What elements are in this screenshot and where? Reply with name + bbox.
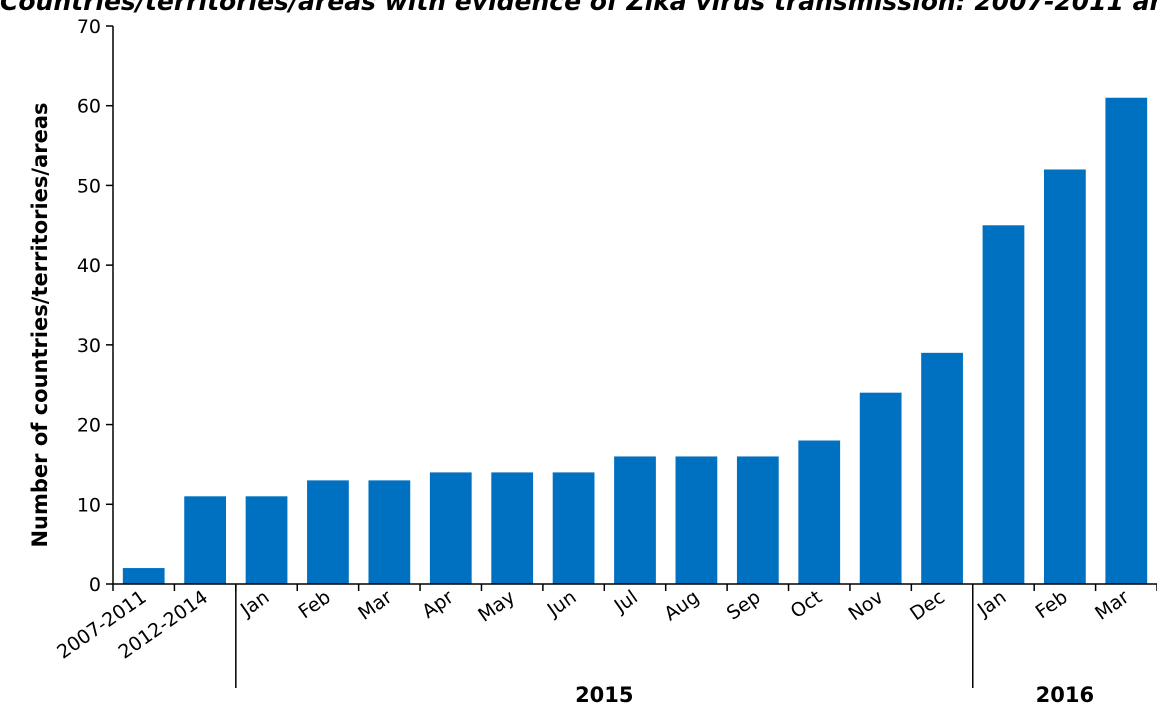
y-tick-label: 20 xyxy=(77,415,101,437)
x-tick-label: Aug xyxy=(660,586,703,625)
x-tick-label: Jan xyxy=(236,586,273,621)
x-tick-label: Feb xyxy=(1032,586,1072,623)
x-tick-label: Dec xyxy=(906,586,949,625)
x-tick-label: Jul xyxy=(610,586,642,618)
x-tick-label: May xyxy=(474,586,519,627)
group-labels: 2015 2016 xyxy=(235,584,1094,707)
x-tick-label: Oct xyxy=(787,586,827,623)
bar xyxy=(491,472,534,584)
y-tick-label: 70 xyxy=(77,16,101,38)
x-tick-label: Jun xyxy=(543,586,581,622)
y-tick-label: 60 xyxy=(77,96,101,118)
bar xyxy=(798,440,841,584)
y-axis-ticks: 0 10 20 30 40 50 60 70 xyxy=(77,16,113,596)
bar xyxy=(184,496,226,584)
bar xyxy=(736,456,779,584)
bar xyxy=(122,568,165,584)
y-tick-label: 40 xyxy=(77,255,101,277)
x-tick-label: Jan xyxy=(973,586,1010,621)
bar xyxy=(982,225,1025,585)
bar xyxy=(675,456,718,584)
y-tick-label: 10 xyxy=(77,494,101,516)
y-axis-label: Number of countries/territories/areas xyxy=(28,102,52,547)
y-tick-label: 30 xyxy=(77,335,101,357)
bar xyxy=(614,456,656,584)
bar xyxy=(552,472,595,584)
bar xyxy=(859,392,902,584)
bar xyxy=(368,480,411,584)
x-tick-label: Mar xyxy=(354,586,396,625)
bar xyxy=(921,352,963,584)
group-label: 2016 xyxy=(1036,683,1094,707)
x-tick-label: Mar xyxy=(1091,586,1133,625)
chart-title: Countries/territories/areas with evidenc… xyxy=(0,0,1157,16)
bar xyxy=(245,496,288,584)
bars xyxy=(122,97,1148,585)
y-tick-label: 0 xyxy=(89,574,101,596)
x-tick-label: Nov xyxy=(845,586,888,625)
bar xyxy=(307,480,349,584)
x-tick-label: Apr xyxy=(418,586,458,623)
bar xyxy=(429,472,472,584)
bar xyxy=(1105,97,1148,584)
x-tick-label: Feb xyxy=(295,586,335,623)
y-tick-label: 50 xyxy=(77,175,101,197)
group-label: 2015 xyxy=(575,683,633,707)
x-tick-label: Sep xyxy=(723,586,765,625)
bar xyxy=(1044,169,1086,584)
